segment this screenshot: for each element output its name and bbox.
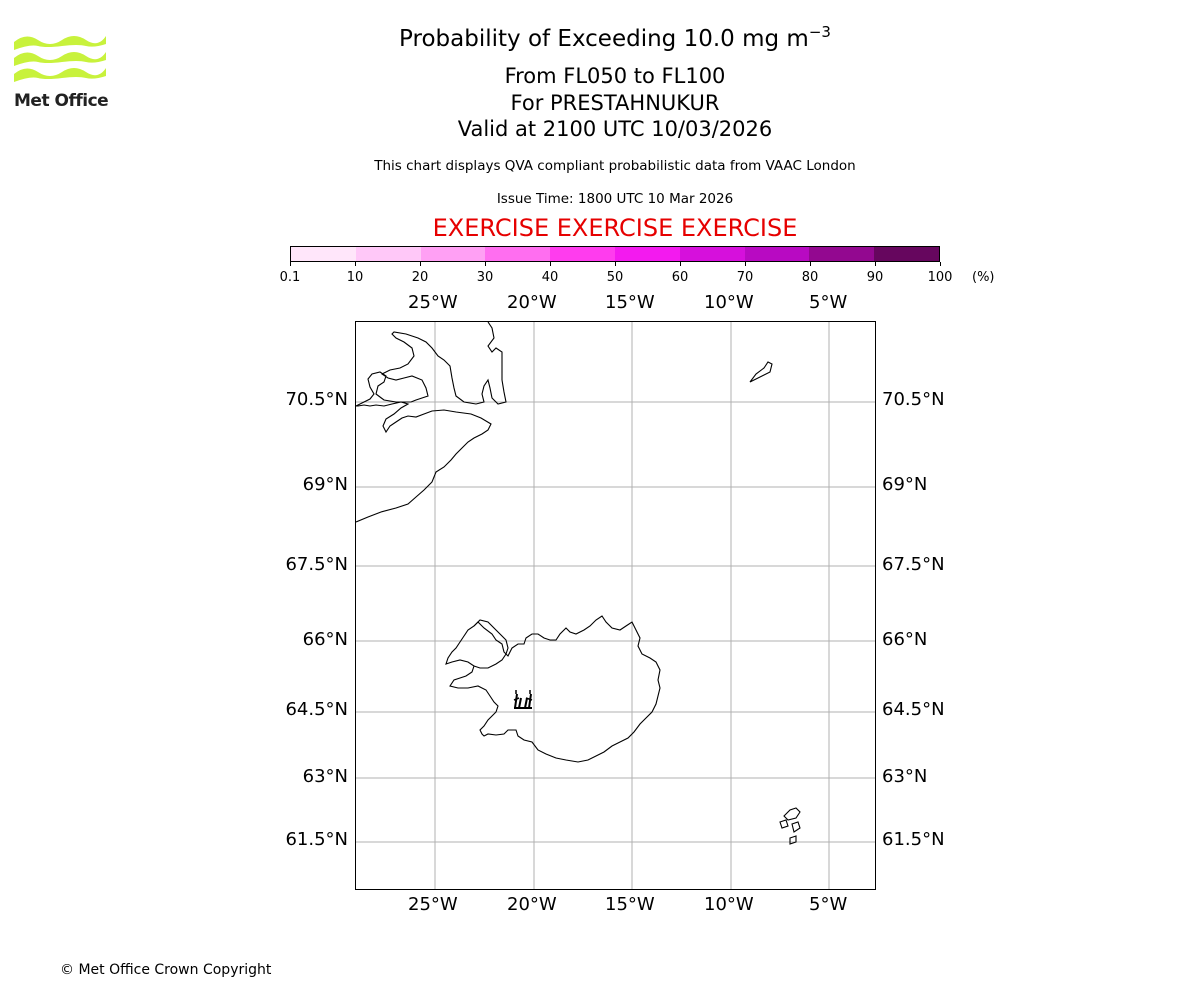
lon-label-top-20w: 20°W bbox=[507, 292, 557, 313]
lat-label-left-69n: 69°N bbox=[302, 474, 348, 495]
lat-label-right-64-5n: 64.5°N bbox=[882, 699, 945, 720]
colorbar-tick-mark bbox=[875, 262, 876, 266]
colorbar-tick-label: 60 bbox=[671, 270, 689, 285]
met-office-logo-icon bbox=[14, 36, 106, 82]
lat-label-right-66n: 66°N bbox=[882, 629, 928, 650]
colorbar-tick-mark bbox=[550, 262, 551, 266]
colorbar-segment bbox=[355, 247, 421, 261]
coastline-faroe-3 bbox=[779, 819, 789, 829]
colorbar-tick-label: 40 bbox=[541, 270, 559, 285]
colorbar-tick-mark bbox=[485, 262, 486, 266]
colorbar-tick-mark bbox=[810, 262, 811, 266]
colorbar-segment bbox=[614, 247, 680, 261]
colorbar-tick-label: 20 bbox=[411, 270, 429, 285]
colorbar-tick-label: 30 bbox=[476, 270, 494, 285]
exercise-banner: EXERCISE EXERCISE EXERCISE bbox=[432, 214, 798, 242]
coastline-jan-mayen bbox=[749, 361, 773, 383]
lat-label-right-70-5n: 70.5°N bbox=[882, 389, 945, 410]
colorbar-tick-label: 100 bbox=[927, 270, 953, 285]
lon-label-bottom-10w: 10°W bbox=[704, 894, 754, 915]
colorbar-unit: (%) bbox=[972, 270, 995, 285]
coastline-iceland-westfjords bbox=[473, 619, 509, 669]
coastline-iceland bbox=[445, 615, 661, 763]
colorbar-tick-mark bbox=[355, 262, 356, 266]
colorbar-segment bbox=[550, 247, 615, 261]
logo-text: Met Office bbox=[14, 91, 109, 111]
lat-label-left-67-5n: 67.5°N bbox=[285, 554, 348, 575]
lat-label-left-63n: 63°N bbox=[302, 766, 348, 787]
volcano-icon bbox=[513, 690, 533, 709]
lon-label-bottom-5w: 5°W bbox=[809, 894, 848, 915]
copyright-notice: © Met Office Crown Copyright bbox=[60, 962, 272, 978]
coastlines bbox=[356, 322, 801, 845]
coastline-greenland bbox=[356, 401, 492, 523]
colorbar-tick-mark bbox=[290, 262, 291, 266]
lat-label-left-70-5n: 70.5°N bbox=[285, 389, 348, 410]
coastline-faroe-4 bbox=[789, 835, 797, 845]
issue-time: Issue Time: 1800 UTC 10 Mar 2026 bbox=[496, 191, 734, 207]
colorbar-segment bbox=[679, 247, 745, 261]
coastline-faroe-1 bbox=[783, 807, 801, 821]
lat-label-left-61-5n: 61.5°N bbox=[285, 829, 348, 850]
chart-title: Probability of Exceeding 10.0 mg m−3 bbox=[0, 23, 1200, 52]
lat-label-right-63n: 63°N bbox=[882, 766, 928, 787]
colorbar-segment bbox=[809, 247, 875, 261]
map-canvas bbox=[356, 322, 875, 889]
graticule bbox=[356, 322, 875, 889]
map-frame bbox=[355, 321, 876, 890]
colorbar-segment bbox=[420, 247, 486, 261]
colorbar-tick-label: 10 bbox=[346, 270, 364, 285]
colorbar-tick-mark bbox=[680, 262, 681, 266]
valid-time: Valid at 2100 UTC 10/03/2026 bbox=[457, 117, 773, 141]
colorbar-tick-label: 50 bbox=[606, 270, 624, 285]
colorbar-segment bbox=[291, 247, 356, 261]
lat-label-right-69n: 69°N bbox=[882, 474, 928, 495]
colorbar-segment bbox=[874, 247, 939, 261]
volcano-name: For PRESTAHNUKUR bbox=[510, 91, 720, 115]
flight-level-range: From FL050 to FL100 bbox=[504, 64, 726, 88]
title-main-text: Probability of Exceeding 10.0 mg m bbox=[399, 26, 809, 52]
lon-label-bottom-20w: 20°W bbox=[507, 894, 557, 915]
lat-label-right-67-5n: 67.5°N bbox=[882, 554, 945, 575]
title-unit-exponent: −3 bbox=[808, 23, 831, 41]
lon-label-top-5w: 5°W bbox=[809, 292, 848, 313]
coastline-faroe-2 bbox=[791, 821, 801, 833]
lat-label-left-64-5n: 64.5°N bbox=[285, 699, 348, 720]
colorbar-tick-mark bbox=[940, 262, 941, 266]
lon-label-top-10w: 10°W bbox=[704, 292, 754, 313]
colorbar-segment bbox=[485, 247, 551, 261]
lon-label-top-25w: 25°W bbox=[408, 292, 458, 313]
lon-label-top-15w: 15°W bbox=[605, 292, 655, 313]
colorbar-tick-label: 70 bbox=[736, 270, 754, 285]
lon-label-bottom-15w: 15°W bbox=[605, 894, 655, 915]
lon-label-bottom-25w: 25°W bbox=[408, 894, 458, 915]
colorbar-tick-mark bbox=[745, 262, 746, 266]
lat-label-left-66n: 66°N bbox=[302, 629, 348, 650]
lat-label-right-61-5n: 61.5°N bbox=[882, 829, 945, 850]
chart-description: This chart displays QVA compliant probab… bbox=[374, 158, 856, 174]
colorbar-tick-mark bbox=[420, 262, 421, 266]
colorbar-tick-mark bbox=[615, 262, 616, 266]
colorbar-tick-label: 90 bbox=[866, 270, 884, 285]
colorbar-tick-label: 0.1 bbox=[279, 270, 301, 285]
colorbar-tick-label: 80 bbox=[801, 270, 819, 285]
colorbar-segment bbox=[744, 247, 810, 261]
coastline-greenland-north bbox=[356, 322, 507, 407]
probability-colorbar bbox=[290, 246, 940, 262]
